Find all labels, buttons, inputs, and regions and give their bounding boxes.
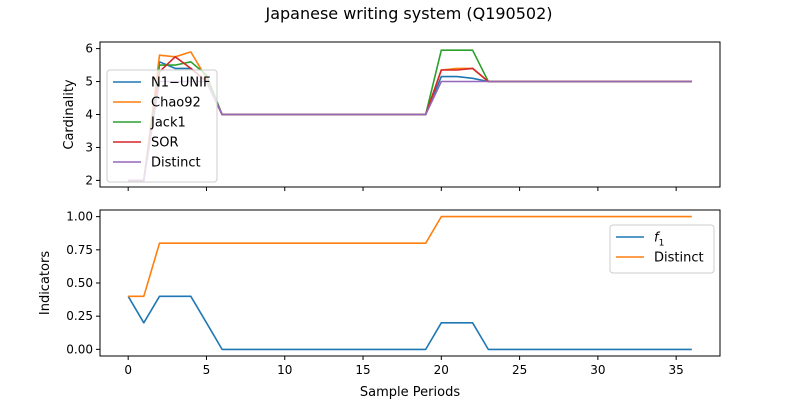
series-line-f1 [127,295,692,351]
legend-indicators: f1 Distinct [609,224,715,274]
y-tick-label: 0.75 [66,243,93,257]
legend-entry-label: Jack1 [150,116,186,131]
x-tick-label: 15 [355,363,370,377]
legend-entry-label: N1−UNIF [151,76,210,91]
y-tick-label: 3 [85,140,93,154]
chart-title: Japanese writing system (Q190502) [264,4,552,23]
x-tick-label: 0 [124,363,132,377]
y-tick-label: 0.50 [66,276,93,290]
series-line-distinct [128,80,692,182]
y-tick-label: 4 [85,108,93,122]
legend-cardinality: N1−UNIF Chao92 Jack1 SOR Distinct [106,69,218,183]
legend-entry-label: Distinct [654,251,704,266]
axes-frame [99,209,721,357]
y-tick-label: 0.25 [66,309,93,323]
legend-entry-label: Distinct [151,156,201,171]
cardinality-axes: 2 3 4 5 6 Cardinality N1−UNIF Chao92 Jack1 SOR D… [62,41,721,191]
y-tick-label: 5 [85,75,93,89]
indicators-axes: 0 5 10 15 20 25 30 35 0.00 0.25 0.50 0.75 1.00 Indic… [38,209,721,400]
x-tick-label: 5 [203,363,211,377]
legend-entry-label: SOR [151,136,179,151]
legend-entry-label: f1 [654,231,664,249]
x-tick-label: 10 [277,363,292,377]
axes-frame [99,41,721,188]
y-tick-label: 0.00 [66,342,93,356]
x-tick-label: 20 [434,363,449,377]
x-tick-label: 35 [669,363,684,377]
y-tick-label: 2 [85,173,93,187]
legend-entry-label: Chao92 [151,96,201,111]
y-axis-label-indicators: Indicators [38,251,53,315]
x-tick-label: 30 [590,363,605,377]
y-tick-label: 1.00 [66,210,93,224]
y-tick-label: 6 [85,42,93,56]
x-axis-label: Sample Periods [360,385,460,400]
x-tick-label: 25 [512,363,527,377]
legend-box [609,224,715,274]
legend-box [106,69,218,183]
series-line-distinct [128,215,692,298]
y-axis-label-cardinality: Cardinality [62,79,77,150]
